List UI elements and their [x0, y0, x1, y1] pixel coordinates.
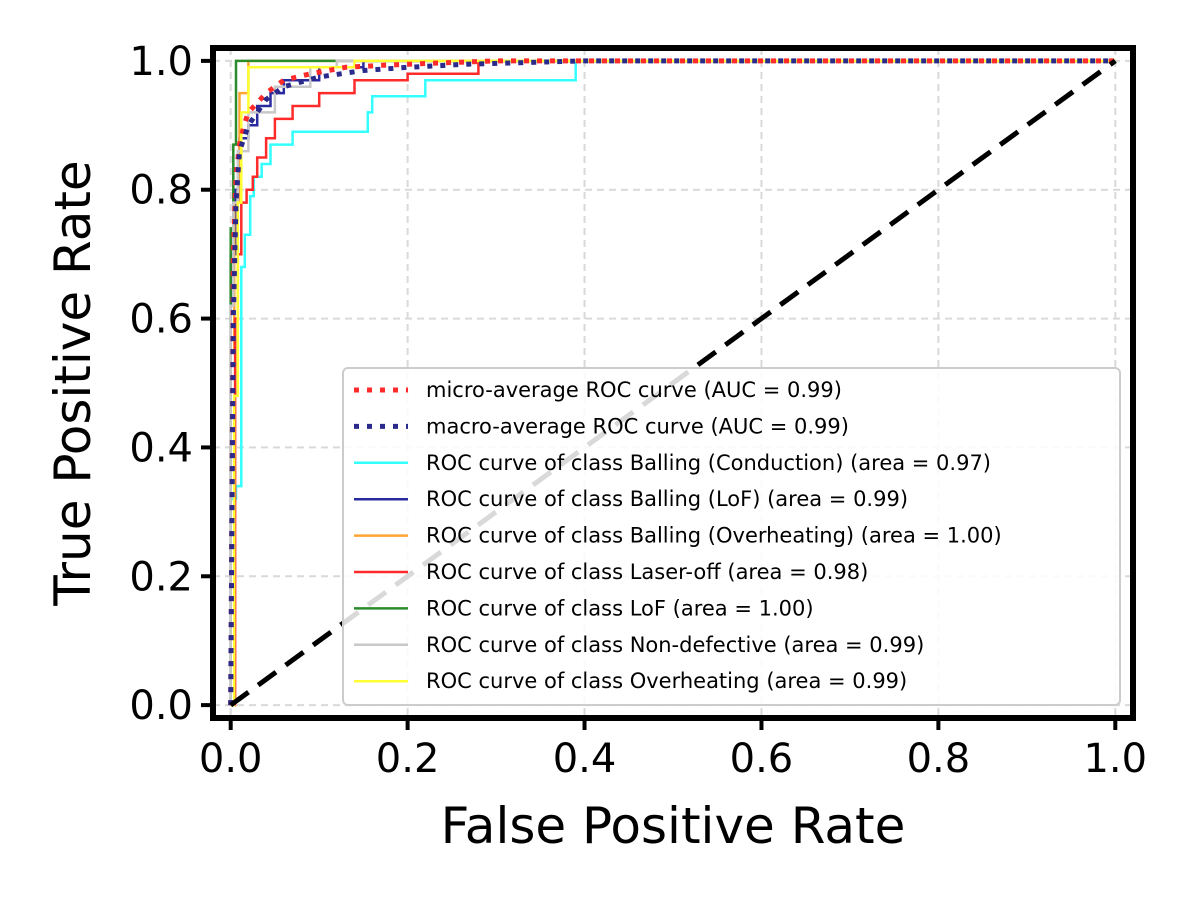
y-axis-label: True Positive Rate: [44, 160, 102, 606]
y-tick-label: 0.6: [129, 297, 193, 343]
x-axis-label: False Positive Rate: [441, 797, 906, 855]
legend-label: ROC curve of class Overheating (area = 0…: [426, 669, 907, 693]
roc-curve-1: [228, 58, 1116, 706]
x-tick-label: 1.0: [1083, 736, 1147, 782]
x-tick-label: 0.4: [553, 736, 617, 782]
roc-curves: [228, 58, 1116, 707]
x-tick-label: 0.6: [730, 736, 794, 782]
y-tick-label: 0.4: [129, 425, 193, 471]
y-tick-label: 1.0: [129, 39, 193, 85]
legend-label: ROC curve of class Non-defective (area =…: [426, 633, 924, 657]
legend-label: ROC curve of class LoF (area = 1.00): [426, 596, 814, 620]
plot-frame: [210, 45, 1136, 721]
y-tick-label: 0.0: [129, 683, 193, 729]
roc-curve-5: [230, 59, 1116, 707]
x-tick-label: 0.8: [907, 736, 971, 782]
roc-curve-2: [229, 59, 1116, 706]
legend-label: micro-average ROC curve (AUC = 0.99): [426, 378, 842, 402]
legend-label: ROC curve of class Laser-off (area = 0.9…: [426, 560, 868, 584]
legend-label: ROC curve of class Balling (Conduction) …: [426, 451, 991, 475]
y-tick-label: 0.2: [129, 554, 193, 600]
roc-curve-0: [228, 58, 1116, 706]
y-tick-label: 0.8: [129, 168, 193, 214]
roc-curve-6: [229, 59, 1116, 706]
legend: micro-average ROC curve (AUC = 0.99) macr…: [342, 367, 1121, 706]
legend-box: [342, 367, 1121, 706]
x-tick-label: 0.0: [199, 736, 263, 782]
x-tick-label: 0.2: [376, 736, 440, 782]
axis-ticks: 0.0 0.2 0.4 0.6 0.8 1.0 0.0 0.2 0.4 0.6 0.8 1.0: [129, 39, 1147, 782]
legend-label: ROC curve of class Balling (Overheating)…: [426, 524, 1002, 548]
legend-label: macro-average ROC curve (AUC = 0.99): [426, 414, 849, 438]
legend-label: ROC curve of class Balling (LoF) (area =…: [426, 487, 908, 511]
